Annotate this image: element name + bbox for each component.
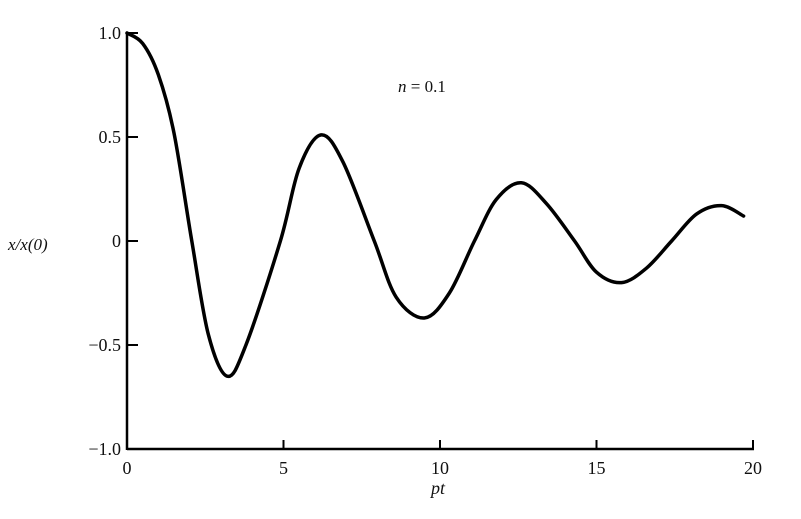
x-tick-label: 10 (431, 458, 449, 478)
y-axis-label: x/x(0) (7, 235, 48, 254)
x-tick-label: 15 (588, 458, 606, 478)
y-tick-label: 0.5 (99, 127, 122, 147)
x-tick-label: 20 (744, 458, 762, 478)
y-tick-label: −1.0 (88, 439, 121, 459)
x-axis-label: pt (429, 478, 446, 498)
y-tick-label: 1.0 (99, 23, 122, 43)
y-tick-label: 0 (112, 231, 121, 251)
series-line (125, 31, 746, 379)
y-tick-label: −0.5 (88, 335, 121, 355)
x-tick-label: 5 (279, 458, 288, 478)
x-tick-label: 0 (123, 458, 132, 478)
annotation: n = 0.1 (398, 77, 446, 96)
